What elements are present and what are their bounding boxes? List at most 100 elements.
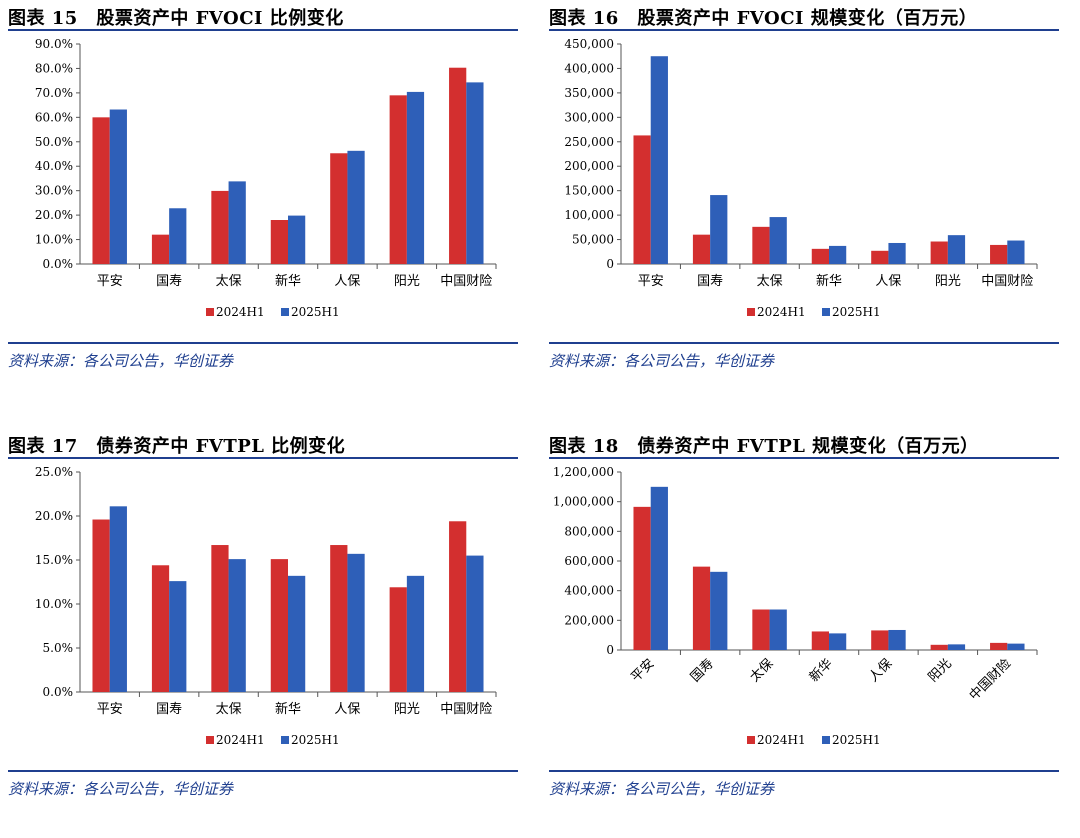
bar-2024H1 (990, 642, 1008, 650)
source-rule (8, 770, 518, 772)
y-tick-label: 70.0% (35, 86, 73, 100)
x-tick-label: 阳光 (935, 274, 961, 289)
x-tick-label: 人保 (866, 656, 895, 685)
chart-title: 图表 15 股票资产中 FVOCI 比例变化 (8, 8, 344, 29)
x-tick-label: 中国财险 (440, 274, 492, 289)
bar-2025H1 (888, 242, 906, 264)
source-note: 资料来源：各公司公告，华创证券 (549, 352, 775, 370)
x-tick-label: 人保 (875, 274, 901, 289)
bar-chart: 0 50,000 100,000 150,000 200,000 250,000 300,0… (564, 37, 1038, 319)
bar-2024H1 (752, 226, 770, 264)
title-rule (8, 457, 518, 459)
y-tick-label: 0.0% (43, 257, 74, 271)
x-tick-label: 太保 (216, 274, 242, 289)
y-tick-label: 0.0% (43, 685, 74, 699)
bar-2024H1 (389, 95, 407, 264)
bar-2025H1 (710, 571, 728, 650)
bar-2025H1 (1007, 643, 1025, 650)
legend-label: 2024H1 (216, 305, 265, 319)
x-tick-label: 人保 (334, 274, 360, 289)
y-tick-label: 15.0% (35, 553, 73, 567)
y-tick-label: 10.0% (35, 597, 73, 611)
bar-2025H1 (947, 235, 966, 264)
bar-2025H1 (829, 245, 847, 264)
y-tick-label: 1,200,000 (553, 465, 614, 479)
y-tick-label: 100,000 (564, 208, 614, 222)
x-tick-label: 新华 (275, 701, 301, 717)
y-tick-label: 40.0% (35, 159, 73, 173)
bar-2024H1 (633, 135, 651, 264)
bar-2024H1 (151, 234, 170, 264)
bar-2025H1 (710, 195, 728, 264)
chart-panel-17: 图表 17 债券资产中 FVTPL 比例变化 0.0% 5.0% 10.0% 15.0… (8, 428, 520, 838)
source-rule (549, 342, 1059, 344)
bar-2024H1 (211, 545, 229, 692)
bar-2025H1 (169, 208, 187, 264)
bar-2024H1 (633, 506, 651, 650)
x-tick-label: 新华 (816, 273, 842, 289)
bar-2025H1 (888, 629, 906, 650)
y-tick-label: 50.0% (35, 135, 73, 149)
legend-swatch (747, 308, 755, 316)
bar-2025H1 (406, 91, 425, 265)
source-note: 资料来源：各公司公告，华创证券 (8, 780, 234, 798)
bar-2025H1 (347, 553, 365, 692)
y-tick-label: 300,000 (564, 110, 614, 124)
x-tick-label: 中国财险 (440, 702, 492, 717)
bar-2024H1 (871, 250, 889, 264)
x-tick-label: 国寿 (688, 656, 717, 685)
chart-panel-18: 图表 18 债券资产中 FVTPL 规模变化（百万元） 0 200,000 400,… (549, 428, 1061, 838)
y-tick-label: 25.0% (35, 465, 73, 479)
bar-2024H1 (270, 559, 288, 692)
y-tick-label: 50,000 (572, 233, 614, 247)
x-tick-label: 平安 (638, 274, 664, 289)
bar-chart: 0.0% 10.0% 20.0% 30.0% 40.0% 50.0% 60.0% 70.0% 8… (35, 37, 497, 319)
legend-label: 2024H1 (216, 733, 265, 747)
x-tick-label: 中国财险 (981, 274, 1033, 289)
bar-2025H1 (288, 215, 306, 264)
bar-2024H1 (930, 644, 948, 650)
bar-2024H1 (990, 244, 1008, 264)
y-tick-label: 600,000 (564, 554, 614, 568)
chart-panel-16: 图表 16 股票资产中 FVOCI 规模变化（百万元） 0 50,000 100,0… (549, 0, 1061, 410)
x-tick-label: 平安 (97, 274, 123, 289)
bar-chart: 0.0% 5.0% 10.0% 15.0% 20.0% 25.0% 平安 国寿 太保 新华 人保 阳光… (35, 465, 497, 747)
legend-label: 2025H1 (291, 305, 340, 319)
bar-2025H1 (169, 581, 187, 692)
source-rule (549, 770, 1059, 772)
bar-2024H1 (330, 153, 348, 264)
bar-2024H1 (811, 631, 829, 650)
bar-chart: 0 200,000 400,000 600,000 800,000 1,000,000 1,… (553, 465, 1038, 747)
x-tick-label: 太保 (747, 656, 776, 685)
title-rule (549, 29, 1059, 31)
x-tick-label: 国寿 (156, 274, 182, 289)
bar-2025H1 (347, 150, 365, 264)
source-note: 资料来源：各公司公告，华创证券 (549, 780, 775, 798)
x-tick-label: 阳光 (394, 702, 420, 717)
bar-2024H1 (752, 609, 770, 650)
bar-2025H1 (228, 181, 246, 264)
y-tick-label: 800,000 (564, 524, 614, 538)
bar-2024H1 (930, 241, 948, 264)
y-tick-label: 20.0% (35, 208, 73, 222)
y-tick-label: 10.0% (35, 233, 73, 247)
bar-2024H1 (151, 565, 170, 692)
x-tick-label: 阳光 (926, 656, 955, 685)
y-tick-label: 150,000 (564, 184, 614, 198)
x-tick-label: 国寿 (697, 274, 723, 289)
bar-2025H1 (228, 559, 246, 692)
bar-2024H1 (389, 587, 407, 692)
x-tick-label: 人保 (334, 702, 360, 717)
bar-2025H1 (829, 633, 847, 650)
bar-2024H1 (811, 248, 829, 264)
title-rule (549, 457, 1059, 459)
source-rule (8, 342, 518, 344)
x-tick-label: 平安 (97, 702, 123, 717)
x-tick-label: 新华 (275, 273, 301, 289)
bar-2025H1 (947, 644, 966, 650)
y-tick-label: 5.0% (43, 641, 74, 655)
y-tick-label: 30.0% (35, 184, 73, 198)
title-rule (8, 29, 518, 31)
chart-title: 图表 16 股票资产中 FVOCI 规模变化（百万元） (549, 8, 978, 29)
bar-2025H1 (109, 506, 127, 692)
